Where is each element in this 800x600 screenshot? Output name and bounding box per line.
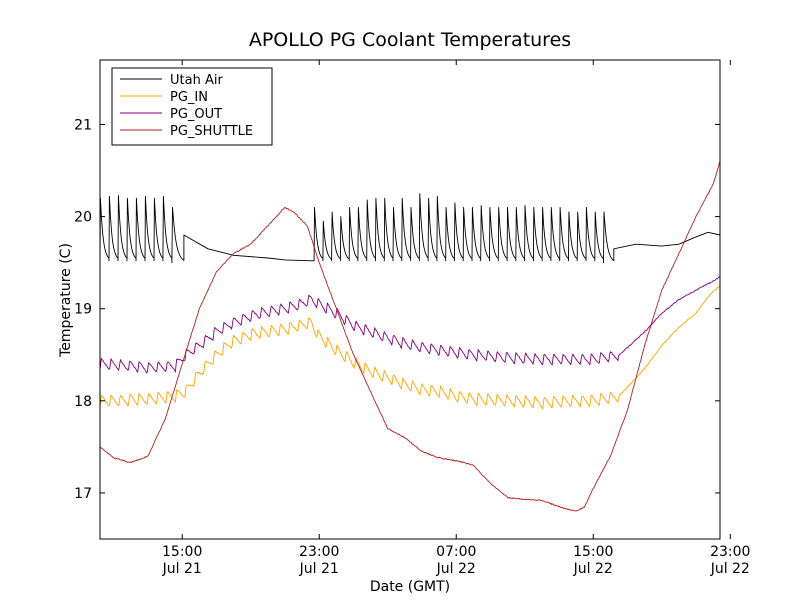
x-tick-label-time: 07:00 — [436, 544, 476, 560]
x-tick-label-time: 15:00 — [162, 544, 202, 560]
y-tick-label: 17 — [74, 486, 92, 502]
legend-label-pg-out: PG_OUT — [170, 107, 222, 122]
plot-frame — [99, 59, 721, 540]
x-tick-label-date: Jul 21 — [299, 561, 339, 577]
series-line-pg-out — [99, 276, 721, 374]
y-axis-label: Temperature (C) — [58, 243, 74, 358]
series-line-pg-in — [99, 285, 721, 410]
series-line-utah-air — [99, 193, 721, 264]
series-line-pg-shuttle — [99, 161, 721, 512]
x-axis-label: Date (GMT) — [370, 579, 450, 595]
chart-title: APOLLO PG Coolant Temperatures — [249, 29, 571, 51]
series-layer — [99, 161, 721, 512]
legend-label-pg-shuttle: PG_SHUTTLE — [170, 124, 253, 139]
x-tick-label-date: Jul 21 — [162, 561, 202, 577]
legend-label-utah-air: Utah Air — [170, 73, 223, 88]
legend-box — [111, 67, 273, 146]
x-tick-label-date: Jul 22 — [436, 561, 476, 577]
x-tick-label-date: Jul 22 — [710, 561, 750, 577]
y-tick-label: 19 — [74, 302, 92, 318]
x-tick-label-time: 15:00 — [573, 544, 613, 560]
x-tick-label-time: 23:00 — [710, 544, 750, 560]
legend: Utah Air PG_IN PG_OUT PG_SHUTTLE — [111, 67, 273, 146]
y-tick-label: 20 — [74, 210, 92, 226]
y-tick-label: 21 — [74, 117, 92, 133]
x-tick-label-date: Jul 22 — [573, 561, 613, 577]
legend-label-pg-in: PG_IN — [170, 90, 208, 105]
x-tick-label-time: 23:00 — [299, 544, 339, 560]
y-tick-label: 18 — [74, 394, 92, 410]
